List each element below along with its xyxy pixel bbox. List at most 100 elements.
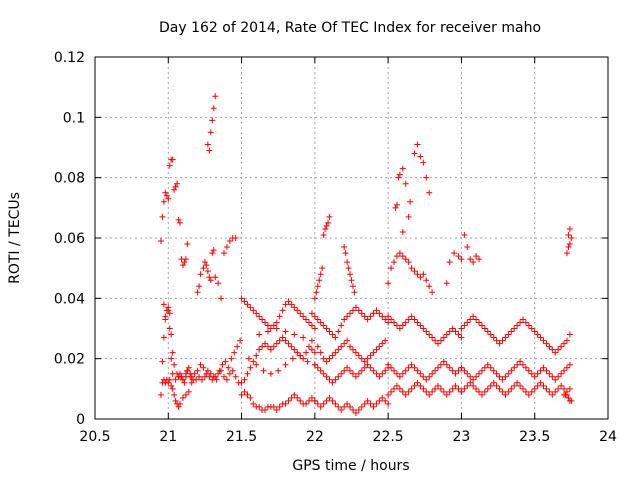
x-tick-label: 22.5: [373, 429, 404, 445]
data-point: [165, 304, 172, 311]
data-point: [476, 256, 483, 263]
data-point: [420, 159, 427, 166]
data-point: [177, 373, 184, 380]
data-point: [250, 358, 257, 365]
data-point: [429, 370, 436, 377]
data-point: [467, 379, 474, 386]
data-point: [160, 334, 167, 341]
data-point: [505, 388, 512, 395]
data-point: [245, 355, 252, 362]
data-point: [182, 373, 189, 380]
data-point: [210, 105, 217, 112]
data-point: [426, 391, 433, 398]
data-point: [443, 391, 450, 398]
data-point: [568, 397, 575, 404]
data-point: [385, 400, 392, 407]
data-point: [519, 361, 526, 368]
data-point: [347, 343, 354, 350]
data-point: [470, 259, 477, 266]
data-point: [446, 388, 453, 395]
data-point: [279, 307, 286, 314]
data-point: [522, 319, 529, 326]
data-point: [264, 322, 271, 329]
data-point: [399, 322, 406, 329]
data-point: [452, 328, 459, 335]
data-point: [253, 310, 260, 317]
data-point: [288, 343, 295, 350]
data-point: [549, 346, 556, 353]
data-point: [449, 325, 456, 332]
data-point: [215, 370, 222, 377]
data-point: [344, 400, 351, 407]
data-point: [159, 358, 166, 365]
data-point: [476, 319, 483, 326]
data-point: [407, 198, 414, 205]
data-point: [411, 382, 418, 389]
data-point: [212, 274, 219, 281]
data-point: [478, 367, 485, 374]
data-point: [514, 361, 521, 368]
data-point: [259, 343, 266, 350]
data-point: [234, 343, 241, 350]
data-point: [175, 216, 182, 223]
data-point: [276, 403, 283, 410]
data-point: [455, 331, 462, 338]
data-point: [270, 343, 277, 350]
data-point: [273, 340, 280, 347]
data-point: [361, 313, 368, 320]
data-point: [201, 259, 208, 266]
data-point: [241, 298, 248, 305]
data-point: [203, 370, 210, 377]
data-point: [175, 403, 182, 410]
data-point: [414, 379, 421, 386]
data-point: [455, 385, 462, 392]
data-point: [402, 367, 409, 374]
data-point: [244, 370, 251, 377]
data-point: [561, 385, 568, 392]
data-point: [282, 361, 289, 368]
data-point: [514, 322, 521, 329]
data-point: [446, 364, 453, 371]
data-point: [160, 198, 167, 205]
data-point: [297, 352, 304, 359]
data-point: [558, 370, 565, 377]
data-point: [563, 388, 570, 395]
data-point: [207, 277, 214, 284]
data-point: [273, 325, 280, 332]
data-point: [443, 280, 450, 287]
data-point: [341, 367, 348, 374]
data-point: [543, 367, 550, 374]
data-point: [361, 400, 368, 407]
data-point: [534, 331, 541, 338]
data-point: [308, 310, 315, 317]
data-point: [566, 241, 573, 248]
data-point: [311, 295, 318, 302]
data-point: [212, 373, 219, 380]
data-point: [434, 364, 441, 371]
data-point: [508, 367, 515, 374]
data-point: [511, 382, 518, 389]
data-point: [370, 349, 377, 356]
data-point: [163, 192, 170, 199]
data-point: [335, 346, 342, 353]
data-point: [414, 319, 421, 326]
axis-ticks: 20.5 21 21.5 22 22.5 23 23.5 24 0 0.02 0.04 0.06 0.0…: [54, 50, 617, 445]
data-point: [514, 379, 521, 386]
data-point: [291, 346, 298, 353]
data-point: [555, 373, 562, 380]
data-point: [563, 250, 570, 257]
data-point: [341, 403, 348, 410]
data-point: [373, 370, 380, 377]
data-point: [473, 373, 480, 380]
data-point: [314, 364, 321, 371]
data-point: [289, 355, 296, 362]
data-point: [185, 364, 192, 371]
data-point: [220, 373, 227, 380]
data-point: [311, 349, 318, 356]
data-point: [405, 259, 412, 266]
y-axis-label: ROTI / TECUs: [7, 192, 23, 284]
data-point: [247, 304, 254, 311]
data-point: [358, 403, 365, 410]
data-point: [273, 406, 280, 413]
data-point: [181, 379, 188, 386]
